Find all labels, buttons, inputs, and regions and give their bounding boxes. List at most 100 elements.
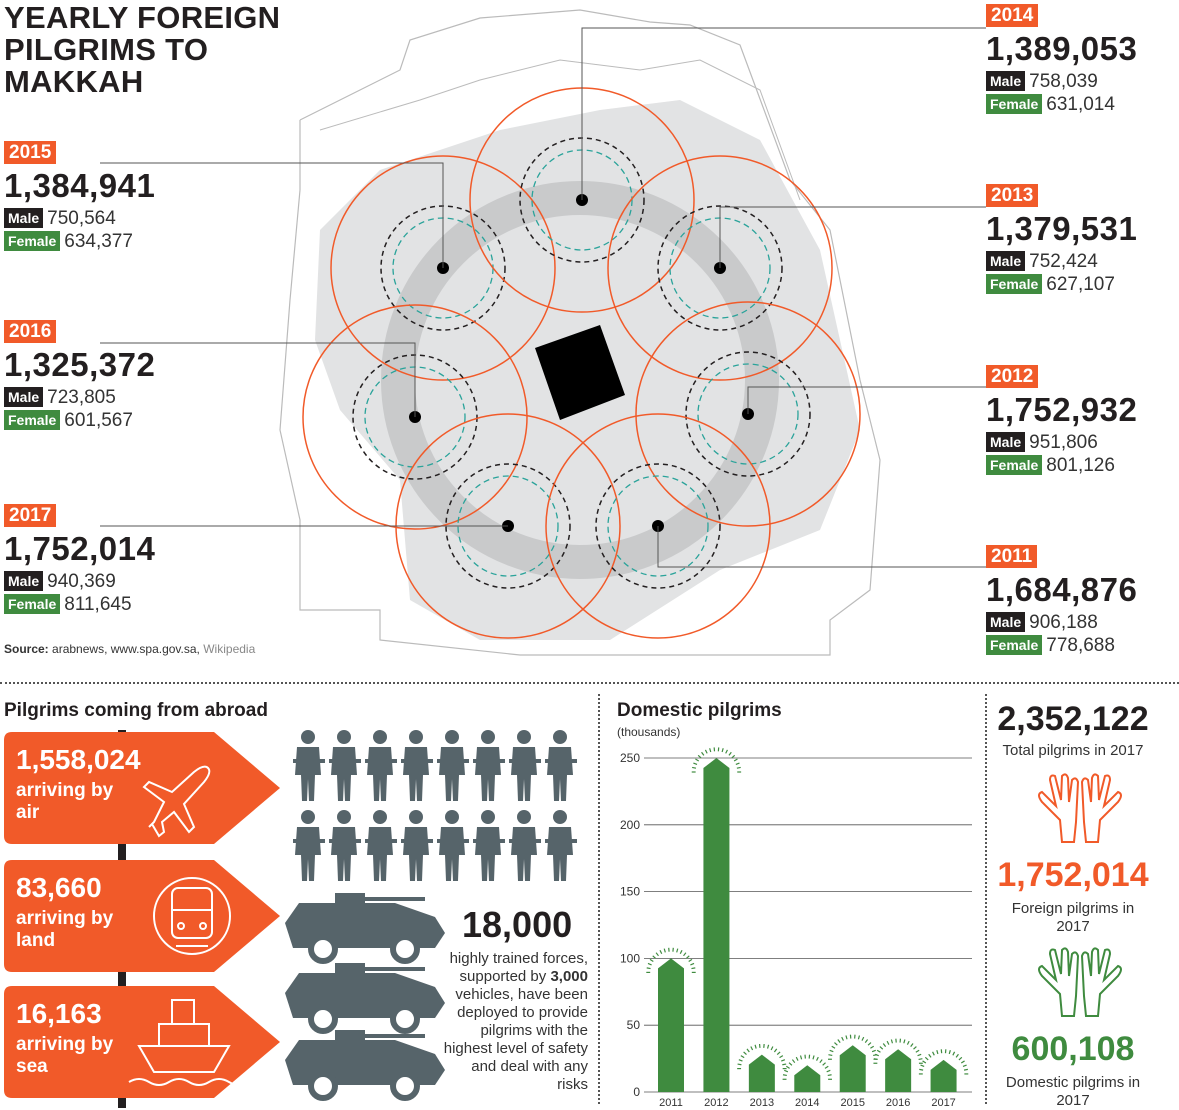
hands-icon-orange [1020, 772, 1140, 852]
bar-glow [937, 1050, 938, 1054]
female-tag: Female [986, 94, 1042, 114]
bar-glow [692, 767, 696, 768]
bar-glow [883, 1044, 885, 1047]
bar-glow [777, 1052, 780, 1055]
bar-glow [792, 1060, 794, 1063]
xtick-2012: 2012 [704, 1097, 728, 1108]
ytick-100: 100 [620, 951, 640, 965]
bar-glow [838, 1040, 840, 1043]
bar-glow [825, 1066, 828, 1068]
bar-glow [830, 1050, 834, 1051]
bar-glow [660, 950, 662, 953]
forces-count: 18,000 [462, 904, 572, 946]
bar-glow [865, 1040, 867, 1043]
xtick-2011: 2011 [659, 1097, 683, 1108]
soldier-icon [509, 810, 541, 881]
bar-glow [695, 759, 698, 761]
bar-glow [783, 1075, 787, 1076]
bar-glow [796, 1057, 798, 1060]
armored-vehicle-icon [285, 1030, 445, 1098]
soldier-icon [293, 730, 325, 801]
wikipedia-link[interactable]: Wikipedia [203, 642, 255, 656]
bar-glow [933, 1052, 935, 1055]
bar-glow [684, 953, 686, 956]
bar-glow [691, 968, 695, 969]
domestic-pilgrims-label: Domestic pilgrims in 2017 [998, 1074, 1148, 1110]
armored-vehicle-icon [285, 893, 445, 961]
year-total: 1,752,014 [4, 530, 155, 568]
bar-glow [862, 1037, 864, 1040]
bar-glow [755, 1045, 756, 1049]
bar-glow [702, 752, 704, 755]
year-badge: 2013 [986, 184, 1038, 207]
bar-glow [949, 1050, 950, 1054]
soldier-icon [365, 810, 397, 881]
bar-glow [868, 1043, 871, 1046]
bar-glow [923, 1061, 926, 1063]
bar-glow [680, 950, 682, 953]
year-total: 1,389,053 [986, 30, 1137, 68]
armored-vehicle-icon [285, 963, 445, 1031]
arrival-sea: 16,163 arriving by sea [4, 986, 280, 1098]
male-tag: Male [986, 71, 1025, 91]
soldier-icon [473, 730, 505, 801]
female-count: 801,126 [1046, 455, 1115, 476]
bar-glow [710, 748, 711, 752]
bar-glow [736, 763, 740, 764]
soldier-icon [437, 810, 469, 881]
year-total: 1,379,531 [986, 210, 1137, 248]
bar-glow [832, 1046, 835, 1048]
xtick-2016: 2016 [886, 1097, 910, 1108]
female-count: 778,688 [1046, 635, 1115, 656]
bar-glow [782, 1064, 786, 1065]
bar-glow [677, 949, 678, 953]
bar-glow [786, 1066, 789, 1068]
female-tag: Female [986, 635, 1042, 655]
year-badge: 2015 [4, 141, 56, 164]
bar-2012 [703, 758, 729, 1092]
male-tag: Male [4, 208, 43, 228]
year-total: 1,752,932 [986, 391, 1137, 429]
bar-glow [734, 759, 737, 761]
chart-ylabel: (thousands) [617, 725, 680, 739]
bar-glow [817, 1057, 819, 1060]
bar-glow [823, 1063, 826, 1066]
soldier-icon [365, 730, 397, 801]
bar-glow [959, 1057, 962, 1060]
ytick-200: 200 [620, 818, 640, 832]
female-tag: Female [986, 274, 1042, 294]
bar-glow [961, 1061, 964, 1063]
ytick-150: 150 [620, 885, 640, 899]
bar-glow [744, 1052, 747, 1055]
bar-glow [784, 1070, 788, 1071]
bar-glow [956, 1054, 958, 1057]
bar-glow [737, 767, 741, 768]
year-total: 1,684,876 [986, 571, 1137, 609]
female-tag: Female [4, 594, 60, 614]
soldier-icon [437, 730, 469, 801]
bar-glow [653, 956, 656, 959]
chart-title: Domestic pilgrims [617, 700, 782, 722]
soldier-icon [509, 730, 541, 801]
bar-glow [929, 1054, 931, 1057]
soldier-icon [401, 730, 433, 801]
male-count: 758,039 [1029, 71, 1098, 92]
male-count: 752,424 [1029, 251, 1098, 272]
source-note: Source: arabnews, www.spa.gov.sa, Wikipe… [4, 642, 255, 656]
bar-glow [904, 1039, 905, 1043]
female-count: 627,107 [1046, 274, 1115, 295]
bar-glow [664, 949, 665, 953]
bar-glow [911, 1044, 913, 1047]
soldier-icon [545, 730, 577, 801]
bar-glow [698, 755, 701, 758]
soldier-icon [329, 730, 361, 801]
bar-glow [828, 1075, 832, 1076]
